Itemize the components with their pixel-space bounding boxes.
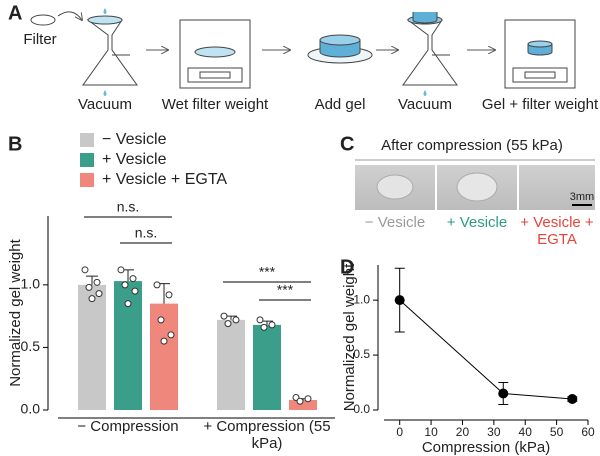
x-axis-label: Compression (kPa): [422, 439, 550, 456]
x-tick-label: 0: [396, 425, 403, 439]
step-label: Gel + filter weight: [481, 96, 599, 113]
x-tick-label: 50: [550, 425, 564, 439]
x-tick-label: 30: [487, 425, 501, 439]
data-point: [85, 283, 93, 291]
micrographs: [355, 165, 595, 210]
y-tick-label: 0.0: [21, 401, 41, 417]
scale-icon: [179, 19, 251, 89]
legend-swatch: [80, 133, 94, 147]
filter-icon: [30, 14, 56, 26]
x-tick-label: − Compression: [77, 418, 179, 435]
data-point: [220, 312, 228, 320]
data-point: [131, 287, 139, 295]
x-tick-label: 10: [424, 425, 438, 439]
x-tick-label: 20: [456, 425, 470, 439]
scale-bar-label: 3mm: [570, 191, 594, 203]
panel-label: D: [340, 256, 354, 278]
legend-label: + Vesicle: [102, 151, 167, 168]
data-point: [153, 281, 161, 289]
legend-label: − Vesicle: [102, 131, 167, 148]
significance-label: n.s.: [117, 199, 140, 215]
significance-label: n.s.: [135, 225, 158, 241]
filter-arrow: [57, 11, 82, 20]
data-point: [567, 394, 578, 405]
y-axis-label: Normalized gel weight: [341, 263, 358, 411]
panel-label: C: [340, 133, 354, 155]
step-label: Add gel: [314, 96, 366, 113]
significance-label: ***: [277, 282, 294, 298]
data-point: [81, 266, 89, 274]
data-point: [304, 395, 312, 403]
data-point: [117, 266, 125, 274]
condition-label: + Vesicle + EGTA: [520, 214, 594, 248]
step-label: Vacuum: [78, 96, 132, 113]
x-tick-label: + Compression (55 kPa): [203, 418, 331, 452]
x-tick-label: 40: [519, 425, 533, 439]
data-point: [160, 337, 168, 345]
legend-swatch: [80, 173, 94, 187]
legend-label: + Vesicle + EGTA: [102, 171, 227, 188]
y-tick-label: 1.0: [353, 292, 370, 306]
data-point: [124, 300, 132, 308]
y-tick-label: 0.0: [353, 402, 370, 416]
data-point: [224, 320, 232, 328]
data-point: [394, 295, 405, 306]
data-point: [167, 331, 175, 339]
bar: [289, 399, 317, 410]
significance-label: ***: [259, 264, 276, 280]
bar: [253, 324, 281, 410]
scale-icon: [504, 19, 576, 89]
data-line: [399, 299, 573, 400]
y-axis-label: Normalized gel weight: [7, 238, 24, 386]
data-point: [268, 321, 276, 329]
panel-label: A: [8, 2, 22, 24]
data-point: [157, 316, 165, 324]
x-tick-label: 60: [581, 425, 595, 439]
data-point: [296, 397, 304, 405]
bar: [78, 284, 106, 410]
legend-swatch: [80, 153, 94, 167]
panel-c-title: After compression (55 kPa): [381, 137, 563, 154]
data-point: [93, 278, 101, 286]
condition-label: − Vesicle: [364, 214, 426, 231]
data-point: [232, 316, 240, 324]
error-bar: [86, 275, 98, 285]
data-point: [88, 295, 96, 303]
data-point: [260, 323, 268, 331]
y-tick-label: 1.0: [21, 276, 41, 292]
y-tick-label: 0.5: [353, 347, 370, 361]
data-point: [256, 316, 264, 324]
gel-icon: [307, 34, 373, 64]
flask-icon: [82, 8, 138, 96]
bar: [217, 319, 245, 410]
step-label: Vacuum: [398, 96, 452, 113]
data-point: [129, 275, 137, 283]
y-tick-label: 0.5: [21, 338, 41, 354]
condition-label: + Vesicle: [446, 214, 508, 231]
data-point: [95, 290, 103, 298]
panel-label: B: [8, 133, 22, 155]
data-point: [498, 388, 509, 399]
flask-icon: [402, 12, 458, 96]
step-label: Wet filter weight: [161, 96, 269, 113]
data-point: [165, 291, 173, 299]
data-point: [121, 281, 129, 289]
filter-label: Filter: [23, 31, 56, 48]
